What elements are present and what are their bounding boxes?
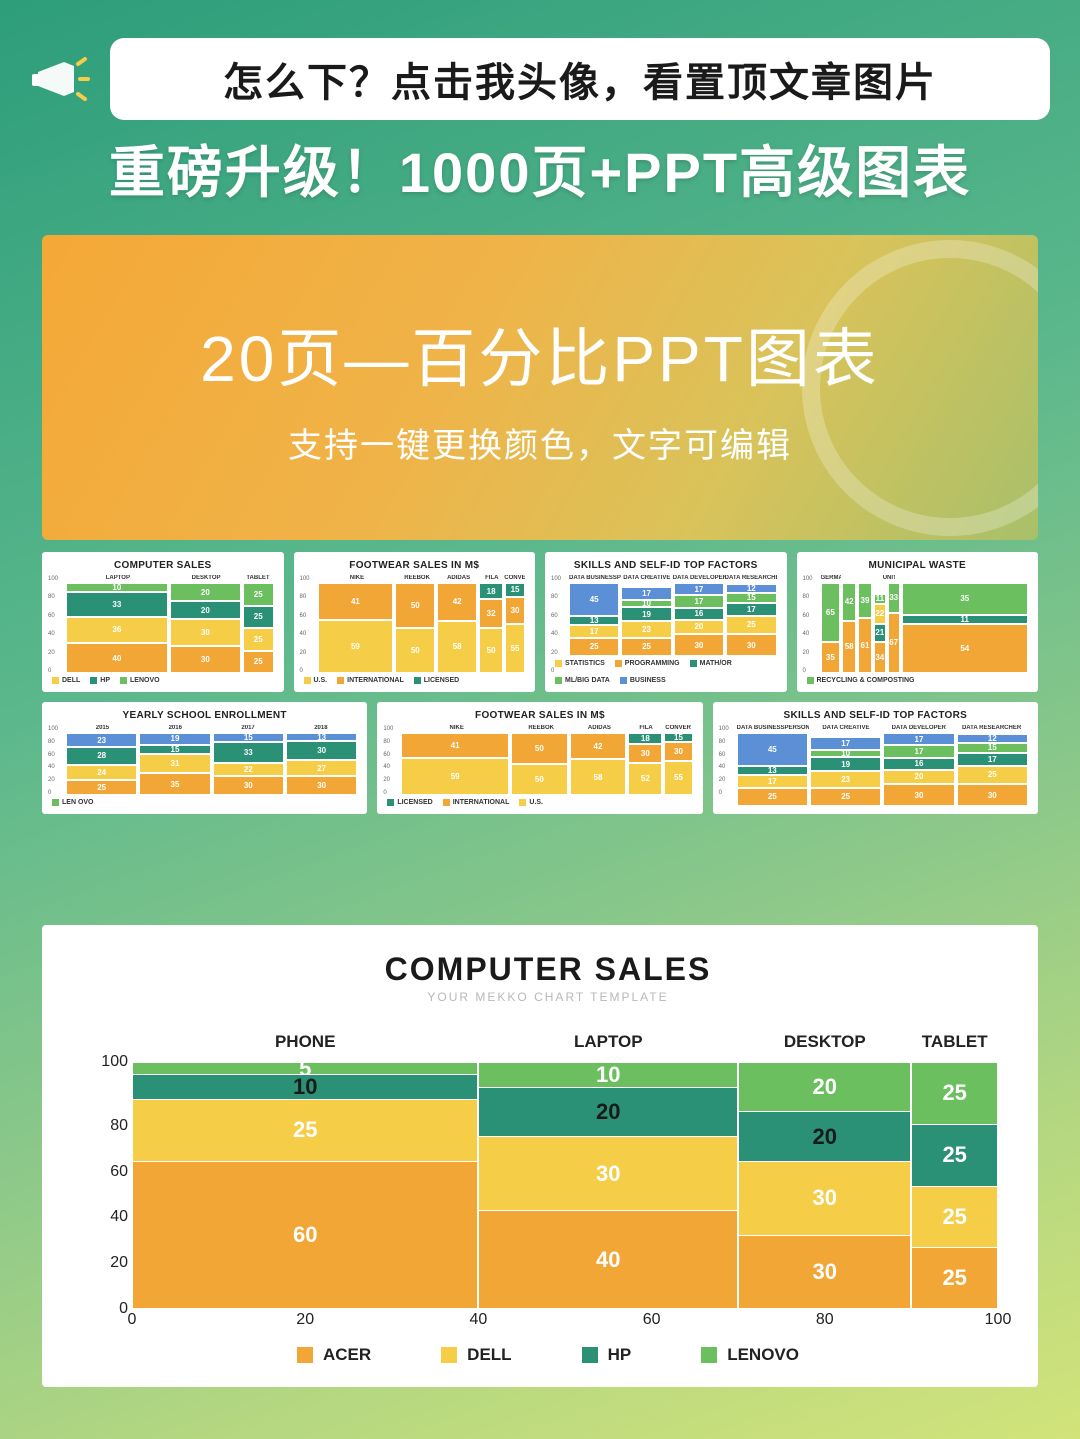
legend-swatch — [701, 1347, 717, 1363]
thumb-plot: 415950504258183250153055 — [318, 583, 526, 673]
legend-label: HP — [608, 1345, 632, 1365]
thumb-legend: STATISTICSPROGRAMMINGMATH/ORML/BIG DATAB… — [555, 660, 777, 684]
thumb-title: SKILLS AND SELF-ID TOP FACTORS — [723, 710, 1028, 721]
thumb-title: YEARLY SCHOOL ENROLLMENT — [52, 710, 357, 721]
y-axis: 100806040200 — [90, 1062, 128, 1309]
hero-title: 20页—百分比PPT图表 — [200, 308, 880, 400]
y-tick: 40 — [90, 1208, 128, 1226]
mekko-segment: 25 — [911, 1247, 998, 1309]
legend-label: DELL — [467, 1345, 511, 1365]
megaphone-icon — [30, 52, 90, 107]
legend: ACER DELL HP LENOVO — [98, 1345, 998, 1365]
thumbs-row-1: COMPUTER SALESLAPTOPDESKTOPTABLET1033364… — [42, 552, 1038, 692]
legend-item: ACER — [297, 1345, 371, 1365]
mekko-segment: 20 — [738, 1111, 911, 1160]
legend-item: DELL — [441, 1345, 511, 1365]
mekko-segment: 20 — [478, 1087, 738, 1136]
thumb-legend: LEN OVO — [52, 799, 357, 806]
x-tick: 40 — [469, 1311, 487, 1329]
thumbnail: SKILLS AND SELF-ID TOP FACTORSDATA BUSIN… — [545, 552, 787, 692]
headline: 重磅升级！1000页+PPT高级图表 — [30, 128, 1050, 209]
legend-item: HP — [582, 1345, 632, 1365]
main-chart-subtitle: YOUR MEKKO CHART TEMPLATE — [98, 990, 998, 1004]
legend-item: LENOVO — [701, 1345, 799, 1365]
y-tick: 80 — [90, 1117, 128, 1135]
thumbnail: FOOTWEAR SALES IN M$NIKEREEBOKADIDASFILA… — [294, 552, 536, 692]
legend-swatch — [441, 1347, 457, 1363]
hero-card: 20页—百分比PPT图表 支持一键更换颜色，文字可编辑 — [42, 235, 1038, 540]
mekko-segment: 40 — [478, 1210, 738, 1309]
top-bar: 怎么下？点击我头像，看置顶文章图片 — [30, 38, 1050, 120]
thumb-legend: U.S.INTERNATIONALLICENSED — [304, 677, 526, 684]
mekko-segment: 20 — [738, 1062, 911, 1111]
thumb-plot: 45131725171019232517171620301215172530 — [569, 583, 777, 656]
thumb-plot: 45131725171019232517171620301215172530 — [737, 733, 1028, 806]
x-tick: 20 — [296, 1311, 314, 1329]
mekko-segment: 5 — [132, 1062, 478, 1074]
banner-pill: 怎么下？点击我头像，看置顶文章图片 — [110, 38, 1050, 120]
legend-swatch — [582, 1347, 598, 1363]
category-labels: PHONE LAPTOP DESKTOP TABLET — [132, 1032, 998, 1054]
thumb-title: SKILLS AND SELF-ID TOP FACTORS — [555, 560, 777, 571]
mekko-plot: 5102560102030402020303025252525 — [132, 1062, 998, 1309]
mekko-segment: 30 — [478, 1136, 738, 1210]
mekko-segment: 25 — [911, 1124, 998, 1186]
hero-subtitle: 支持一键更换颜色，文字可编辑 — [288, 418, 792, 467]
category-label: LAPTOP — [574, 1032, 643, 1052]
mekko-column: 10203040 — [478, 1062, 738, 1309]
thumb-legend: DELLHPLENOVO — [52, 677, 274, 684]
mekko-segment: 10 — [478, 1062, 738, 1087]
thumb-title: FOOTWEAR SALES IN M$ — [304, 560, 526, 571]
thumbnail: MUNICIPAL WASTEGERMANYUNITED STATES65354… — [797, 552, 1039, 692]
mekko-segment: 30 — [738, 1161, 911, 1235]
mekko-segment: 30 — [738, 1235, 911, 1309]
main-chart-title: COMPUTER SALES — [98, 951, 998, 988]
legend-swatch — [297, 1347, 313, 1363]
mekko-column: 20203030 — [738, 1062, 911, 1309]
mekko-segment: 25 — [911, 1186, 998, 1248]
thumb-plot: 23282425191531351533223013302730 — [66, 733, 357, 795]
thumbnail: FOOTWEAR SALES IN M$NIKEREEBOKADIDASFILA… — [377, 702, 702, 814]
mekko-segment: 60 — [132, 1161, 478, 1309]
mekko-column: 25252525 — [911, 1062, 998, 1309]
thumbnails: COMPUTER SALESLAPTOPDESKTOPTABLET1033364… — [42, 552, 1038, 824]
thumbnail: SKILLS AND SELF-ID TOP FACTORSDATA BUSIN… — [713, 702, 1038, 814]
y-tick: 0 — [90, 1300, 128, 1318]
y-tick: 100 — [90, 1053, 128, 1071]
thumb-title: MUNICIPAL WASTE — [807, 560, 1029, 571]
thumbnail: COMPUTER SALESLAPTOPDESKTOPTABLET1033364… — [42, 552, 284, 692]
x-tick: 100 — [985, 1311, 1012, 1329]
category-label: TABLET — [922, 1032, 988, 1052]
category-label: DESKTOP — [784, 1032, 866, 1052]
mekko-segment: 25 — [132, 1099, 478, 1161]
chart-wrap: PHONELAPTOPDESKTOPTABLET 100806040200 51… — [98, 1032, 998, 1365]
legend-label: LENOVO — [727, 1345, 799, 1365]
thumb-legend: LICENSEDINTERNATIONALU.S. — [387, 799, 692, 806]
mekko-segment: 25 — [911, 1062, 998, 1124]
main-chart-card: COMPUTER SALES YOUR MEKKO CHART TEMPLATE… — [42, 925, 1038, 1387]
x-axis: 020406080100 — [132, 1311, 998, 1331]
category-label: PHONE — [275, 1032, 335, 1052]
x-tick: 0 — [128, 1311, 137, 1329]
thumbnail: YEARLY SCHOOL ENROLLMENT2015201620172018… — [42, 702, 367, 814]
thumbs-row-2: YEARLY SCHOOL ENROLLMENT2015201620172018… — [42, 702, 1038, 814]
mekko-segment: 10 — [132, 1074, 478, 1099]
x-tick: 80 — [816, 1311, 834, 1329]
thumb-legend: RECYCLING & COMPOSTING — [807, 677, 1029, 684]
thumb-title: FOOTWEAR SALES IN M$ — [387, 710, 692, 721]
legend-label: ACER — [323, 1345, 371, 1365]
mekko-column: 5102560 — [132, 1062, 478, 1309]
x-tick: 60 — [643, 1311, 661, 1329]
y-tick: 20 — [90, 1254, 128, 1272]
y-tick: 60 — [90, 1163, 128, 1181]
thumb-plot: 653542583961112221343367351154 — [821, 583, 1029, 673]
thumb-plot: 415950504258183052153055 — [401, 733, 692, 795]
thumb-plot: 103336402020303025252525 — [66, 583, 274, 673]
thumb-title: COMPUTER SALES — [52, 560, 274, 571]
